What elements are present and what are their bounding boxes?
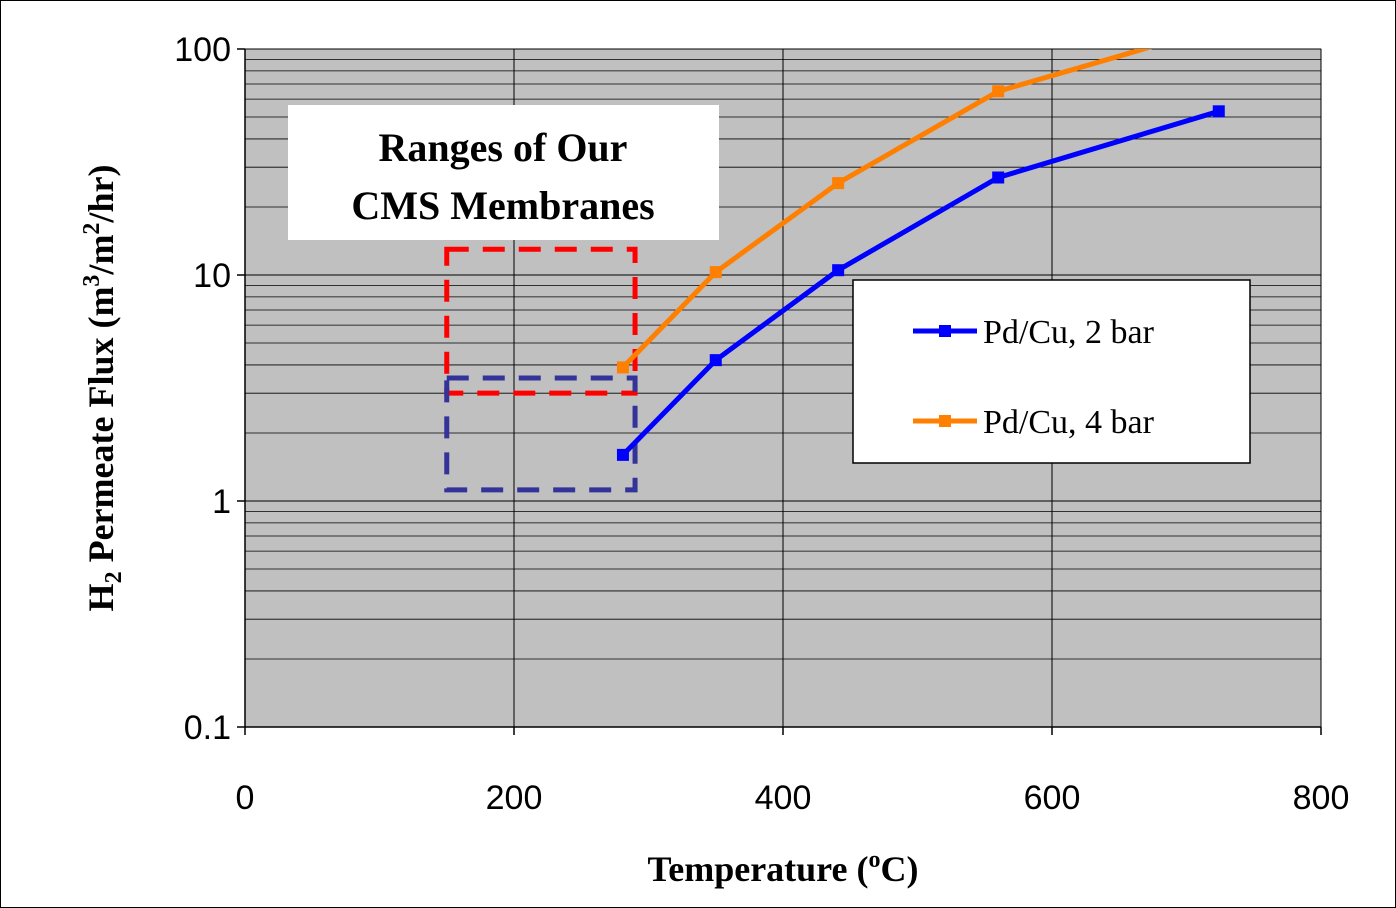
series-2-point [709,266,722,279]
series-group [616,21,1225,461]
y-title-sup-3: 3 [79,275,105,287]
legend-label-1: Pd/Cu, 2 bar [983,314,1155,351]
series-1-point [616,448,629,461]
x-axis-title: Temperature (oC) [648,847,919,889]
y-title-per-m: /m [81,235,121,276]
legend-label-2: Pd/Cu, 4 bar [983,404,1155,441]
y-title-sup-2: 2 [79,223,105,235]
x-tick-label: 400 [755,779,812,817]
y-tick-label: 100 [174,31,231,69]
axis-ticks: 0.1 1 10 100 0 200 400 600 800 [174,31,1349,817]
y-tick-label: 0.1 [184,709,231,747]
y-title-per-hr: /hr) [81,165,121,224]
x-axis-unit-superscript: o [868,847,880,873]
x-axis-title-text: Temperature [648,849,848,889]
x-tick-label: 600 [1024,779,1081,817]
y-title-h: H [81,583,121,611]
series-1-point [1212,105,1225,118]
series-2-point [992,85,1005,98]
x-axis-unit-letter: C) [880,849,918,889]
x-tick-label: 800 [1293,779,1350,817]
y-axis-title-text: H2 Permeate Flux (m3/m2/hr) [79,165,127,612]
legend-marker-2 [939,415,951,427]
series-1-point [992,171,1005,184]
range-box-1 [444,246,638,396]
series-2-point [1213,21,1225,33]
series-2-point [832,177,845,190]
y-title-main: Permeate Flux (m [81,287,121,572]
range-boxes [444,246,638,493]
series-2-point [616,361,629,374]
annotation-line-1: Ranges of Our [379,125,628,170]
series-1-point [709,354,722,367]
x-tick-label: 200 [486,779,543,817]
legend-marker-1 [939,325,951,337]
series-1-point [832,264,845,277]
annotation-line-2: CMS Membranes [351,183,654,228]
y-tick-label: 10 [193,257,231,295]
legend: Pd/Cu, 2 bar Pd/Cu, 4 bar [913,314,1155,441]
annotation-box [288,105,719,240]
y-title-sub-2: 2 [101,571,127,583]
y-tick-label: 1 [212,483,231,521]
legend-box [852,279,1251,464]
range-box-2 [444,375,638,493]
x-tick-label: 0 [236,779,255,817]
y-axis-title: H2 Permeate Flux (m3/m2/hr) [79,165,127,612]
